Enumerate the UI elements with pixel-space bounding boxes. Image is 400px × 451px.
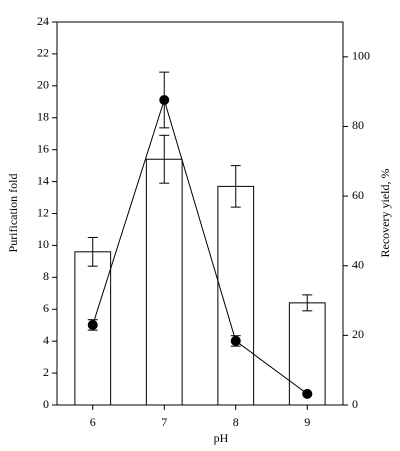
y-tick-label: 18: [37, 110, 49, 124]
line: [92, 98, 308, 395]
error-bar: [159, 134, 170, 184]
y-tick-label: 20: [37, 78, 49, 92]
error-bar: [87, 236, 98, 267]
y-tick-label: 14: [37, 173, 49, 187]
y-tick-label: 6: [43, 301, 49, 315]
point: [87, 319, 98, 330]
y-axis-title: Purification fold: [6, 174, 20, 253]
error-bar: [302, 294, 313, 312]
y-tick-label: 0: [43, 397, 49, 411]
y-tick-label: 4: [43, 333, 49, 347]
y-tick-label: 22: [37, 46, 49, 60]
point: [230, 335, 241, 346]
y2-tick-label: 80: [352, 118, 364, 132]
bar: [288, 302, 326, 406]
x-tick-label: 7: [161, 415, 167, 429]
y2-tick-label: 40: [352, 257, 364, 271]
bar: [217, 185, 255, 406]
y-tick-label: 10: [37, 237, 49, 251]
x-tick-label: 9: [304, 415, 310, 429]
y2-axis-title: Recovery yield, %: [378, 169, 392, 258]
y2-tick-label: 60: [352, 188, 364, 202]
y2-tick-label: 0: [352, 397, 358, 411]
y2-tick-label: 20: [352, 327, 364, 341]
y-tick-label: 8: [43, 269, 49, 283]
point: [302, 388, 313, 399]
bar: [145, 158, 183, 406]
error-bar: [230, 165, 241, 208]
y2-tick-label: 100: [352, 49, 370, 63]
y-tick-label: 24: [37, 14, 49, 28]
y-tick-label: 12: [37, 205, 49, 219]
y-tick-label: 2: [43, 365, 49, 379]
y-tick-label: 16: [37, 141, 49, 155]
x-axis-title: pH: [214, 431, 229, 445]
x-tick-label: 8: [233, 415, 239, 429]
point: [159, 94, 170, 105]
x-tick-label: 6: [90, 415, 96, 429]
